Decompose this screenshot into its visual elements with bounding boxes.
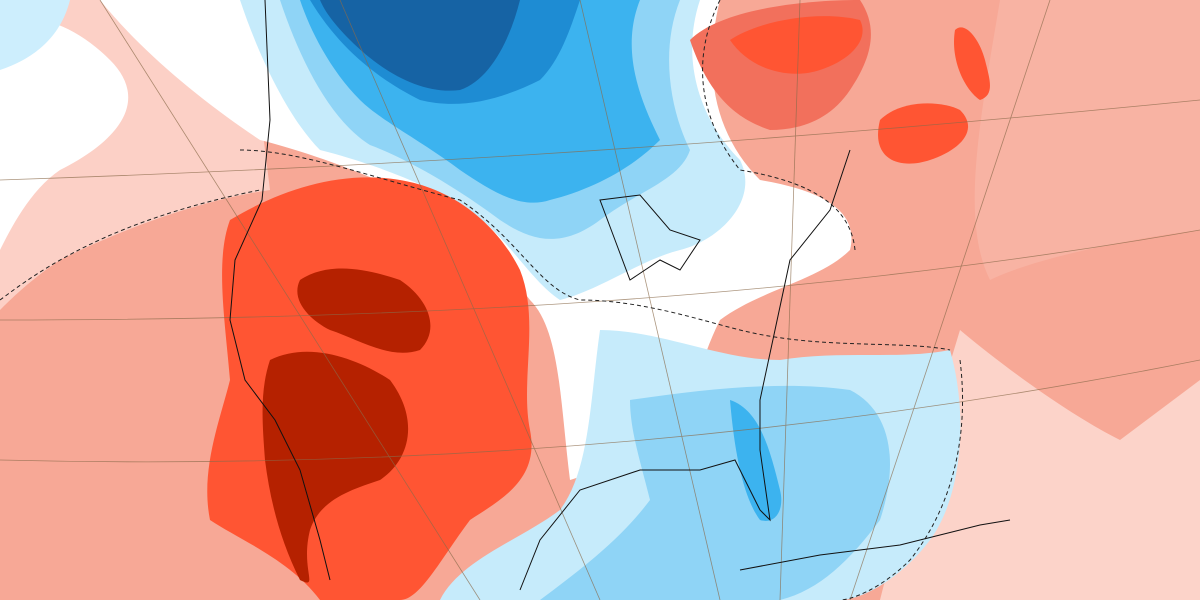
warm-region <box>878 103 969 164</box>
light-warm-region <box>974 0 1200 280</box>
longitude-line <box>849 0 1051 600</box>
cool-region <box>540 385 890 600</box>
longitude-line <box>99 0 481 600</box>
light-warm-region <box>880 330 1200 600</box>
warm-region <box>954 27 990 101</box>
hot-region <box>262 351 409 583</box>
west-coast <box>229 0 331 581</box>
cool-region <box>320 0 520 91</box>
latitude-line <box>0 99 1200 181</box>
longitude-line <box>339 0 601 600</box>
latitude-line <box>0 359 1200 463</box>
zero-contour <box>0 0 963 600</box>
caribbean <box>739 519 1011 571</box>
contour-line <box>839 359 963 600</box>
longitude-line <box>579 0 721 600</box>
great-lakes <box>599 194 701 281</box>
warm-region <box>730 16 863 74</box>
contour-line <box>702 0 856 251</box>
hot-region <box>297 268 431 353</box>
east-coast <box>519 149 851 591</box>
neutral-region <box>0 17 129 250</box>
cool-region <box>0 0 70 70</box>
latitude-line <box>0 229 1200 321</box>
coastline <box>229 0 1011 591</box>
longitude-line <box>779 0 801 600</box>
